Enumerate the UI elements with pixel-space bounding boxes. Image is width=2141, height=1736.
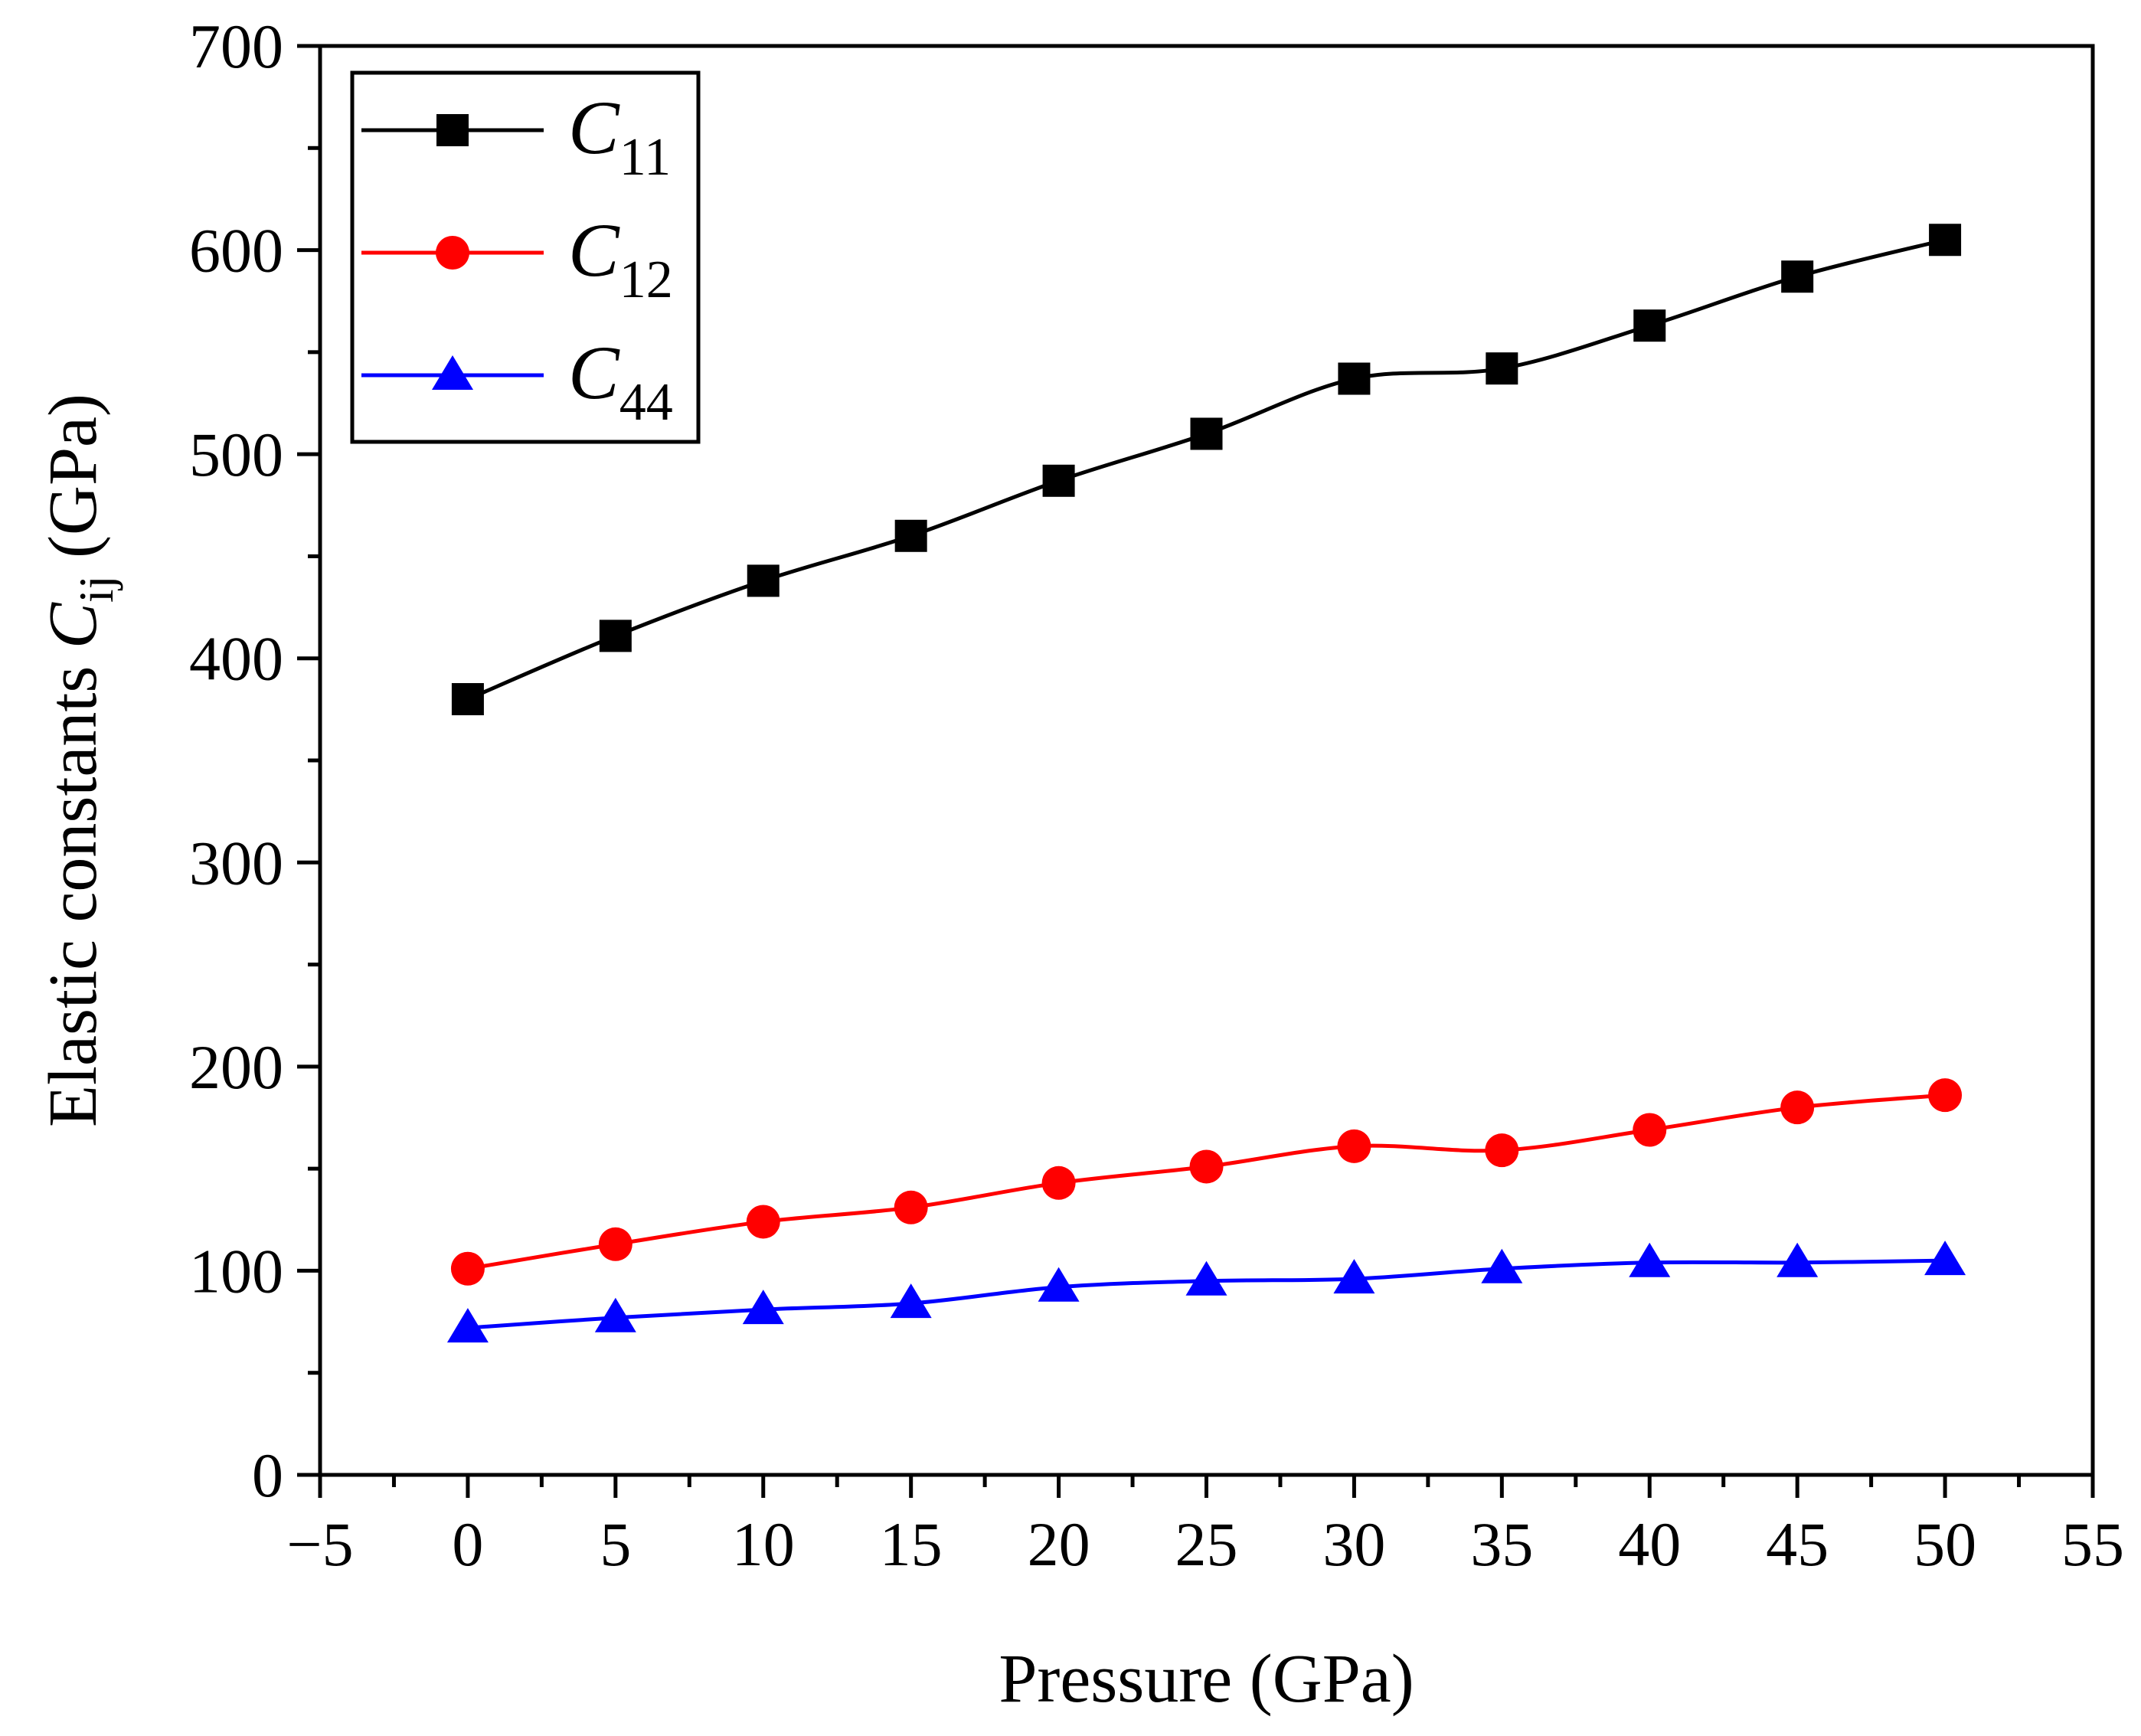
- series-c44: [446, 1241, 1966, 1343]
- x-tick-label: 15: [880, 1509, 943, 1579]
- data-point-c12: [450, 1251, 485, 1286]
- data-point-c12: [1337, 1129, 1371, 1163]
- y-axis-title-symbol: C: [35, 602, 111, 649]
- legend-label: C11: [568, 85, 671, 187]
- data-point-c44: [446, 1308, 489, 1343]
- data-point-c11: [1190, 417, 1223, 450]
- data-point-c12: [1041, 1166, 1076, 1200]
- y-tick-label: 0: [252, 1440, 283, 1510]
- data-point-c44: [1185, 1260, 1227, 1296]
- x-tick-label: 35: [1470, 1509, 1533, 1579]
- axes-group: −5 0 5 10 15 20 25 30 35 40 45 50 550100200300400500…: [35, 11, 2124, 1717]
- data-point-c11: [1929, 224, 1962, 257]
- x-axis-title: Pressure (GPa): [999, 1641, 1414, 1717]
- x-tick-label: 20: [1028, 1509, 1090, 1579]
- y-axis-title: Elastic constants Cij (GPa): [35, 394, 123, 1127]
- x-tick-label: 5: [600, 1509, 631, 1579]
- data-point-c11: [599, 620, 632, 652]
- legend-marker: [436, 114, 469, 146]
- y-tick-label: 200: [189, 1032, 283, 1102]
- y-tick-label: 100: [189, 1236, 283, 1306]
- legend-marker: [436, 236, 469, 270]
- legend-box: [350, 70, 701, 444]
- data-point-c44: [890, 1283, 932, 1319]
- data-point-c44: [594, 1297, 636, 1332]
- y-axis-title-prefix: Elastic constants: [35, 649, 111, 1127]
- data-point-c12: [746, 1205, 780, 1239]
- data-point-c11: [451, 683, 484, 716]
- data-point-c12: [1780, 1090, 1815, 1125]
- x-tick-label: 10: [732, 1509, 795, 1579]
- y-axis-title-subscript: ij: [69, 575, 123, 603]
- data-point-c44: [742, 1290, 784, 1325]
- x-tick-label: 50: [1914, 1509, 1976, 1579]
- x-tick-label: 0: [452, 1509, 483, 1579]
- data-point-c44: [1481, 1248, 1523, 1283]
- data-point-c44: [1629, 1242, 1671, 1277]
- legend-item-c12: C12: [361, 208, 673, 309]
- data-point-c11: [1633, 309, 1666, 342]
- data-point-c12: [894, 1190, 928, 1224]
- y-axis-title-suffix: (GPa): [35, 394, 111, 575]
- x-tick-label: 25: [1175, 1509, 1238, 1579]
- data-point-c12: [598, 1227, 632, 1261]
- data-point-c11: [747, 564, 780, 597]
- x-tick-label: −5: [286, 1509, 353, 1579]
- x-tick-label: 45: [1766, 1509, 1829, 1579]
- data-point-c11: [894, 519, 927, 552]
- data-point-c11: [1042, 464, 1075, 497]
- data-point-c11: [1486, 352, 1518, 385]
- legend-item-c44: C44: [361, 330, 673, 432]
- x-tick-label: 30: [1322, 1509, 1385, 1579]
- legend-item-c11: C11: [361, 85, 671, 187]
- legend-marker: [432, 355, 473, 390]
- data-point-c44: [1333, 1259, 1375, 1294]
- data-point-c12: [1189, 1149, 1224, 1184]
- data-point-c44: [1038, 1267, 1080, 1302]
- data-point-c11: [1338, 362, 1371, 395]
- series-c12: [450, 1078, 1963, 1286]
- data-point-c44: [1924, 1241, 1966, 1276]
- y-tick-label: 300: [189, 828, 283, 897]
- data-point-c12: [1928, 1078, 1963, 1113]
- x-tick-label: 55: [2061, 1509, 2124, 1579]
- y-tick-label: 400: [189, 624, 283, 694]
- data-point-c11: [1781, 260, 1814, 293]
- data-point-c12: [1633, 1113, 1667, 1147]
- legend-label: C12: [568, 208, 673, 309]
- series-group: [446, 224, 1966, 1343]
- data-point-c12: [1485, 1133, 1519, 1168]
- x-tick-label: 40: [1618, 1509, 1681, 1579]
- series-c11: [451, 224, 1962, 716]
- y-tick-label: 500: [189, 420, 283, 489]
- data-point-c44: [1777, 1242, 1819, 1277]
- legend-label: C44: [568, 330, 673, 432]
- y-tick-label: 700: [189, 11, 283, 81]
- y-tick-label: 600: [189, 216, 283, 286]
- legend: C11 C12 C44: [350, 70, 701, 444]
